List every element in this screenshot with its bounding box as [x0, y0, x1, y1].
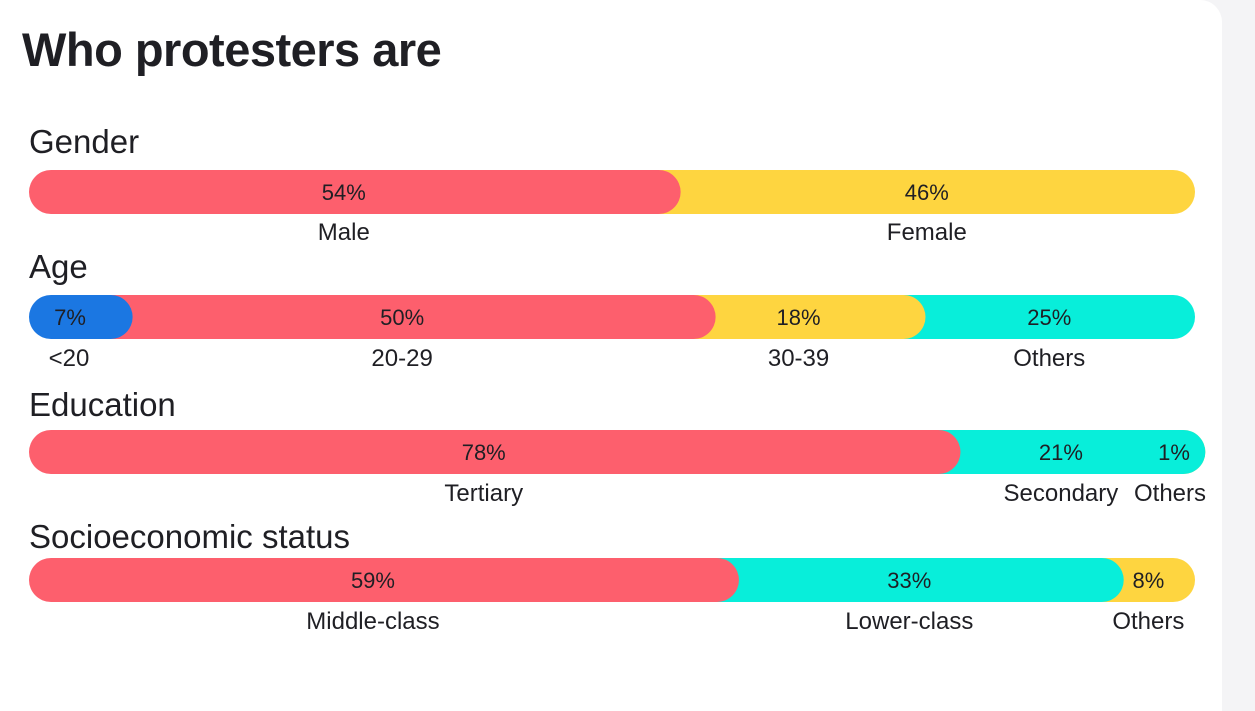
- bar-segment: [88, 295, 716, 339]
- bar-segment: [29, 295, 133, 339]
- bar-segment: [29, 170, 681, 214]
- value-label: 59%: [351, 568, 395, 593]
- category-label: 30-39: [768, 345, 829, 372]
- category-label: Others: [1112, 608, 1184, 635]
- bar-segment: [881, 295, 1195, 339]
- category-label: Others: [1134, 480, 1206, 507]
- value-label: 21%: [1039, 440, 1083, 465]
- category-label: Tertiary: [444, 480, 523, 507]
- value-label: 46%: [905, 180, 949, 205]
- bar-segment: [29, 430, 961, 474]
- value-label: 33%: [887, 568, 931, 593]
- category-label: Secondary: [1004, 480, 1119, 507]
- section-title: Age: [29, 248, 88, 285]
- bar-segment: [671, 295, 926, 339]
- bar-segment: [29, 558, 739, 602]
- bar-segment: [916, 430, 1206, 474]
- bar-group: Education 78% Tertiary 21% Secondary 1% Others: [29, 386, 1206, 507]
- category-label: Others: [1013, 345, 1085, 372]
- section-title: Socioeconomic status: [29, 518, 350, 555]
- value-label: 1%: [1158, 440, 1190, 465]
- chart-card: Who protesters are Gender 54% Male 46% Femal…: [0, 0, 1222, 711]
- category-label: 20-29: [371, 345, 432, 372]
- section-title: Gender: [29, 123, 139, 160]
- section-title: Education: [29, 386, 176, 423]
- category-label: Lower-class: [845, 608, 973, 635]
- bar-group: Age 7% <20 50% 20-29 18% 30-39 25% Others: [29, 248, 1195, 372]
- value-label: 7%: [54, 305, 86, 330]
- category-label: Middle-class: [306, 608, 439, 635]
- value-label: 54%: [322, 180, 366, 205]
- value-label: 8%: [1132, 568, 1164, 593]
- category-label: Male: [318, 219, 370, 246]
- bar-segment: [694, 558, 1124, 602]
- value-label: 25%: [1027, 305, 1071, 330]
- value-label: 18%: [777, 305, 821, 330]
- bar-group: Gender 54% Male 46% Female: [29, 123, 1195, 246]
- category-label: <20: [49, 345, 90, 372]
- value-label: 50%: [380, 305, 424, 330]
- bar-segment: [636, 170, 1195, 214]
- chart-title: Who protesters are: [22, 23, 442, 76]
- value-label: 78%: [462, 440, 506, 465]
- stacked-bar-chart: Gender 54% Male 46% Female Age 7% <20 50% 20-29 18…: [29, 123, 1206, 635]
- category-label: Female: [887, 219, 967, 246]
